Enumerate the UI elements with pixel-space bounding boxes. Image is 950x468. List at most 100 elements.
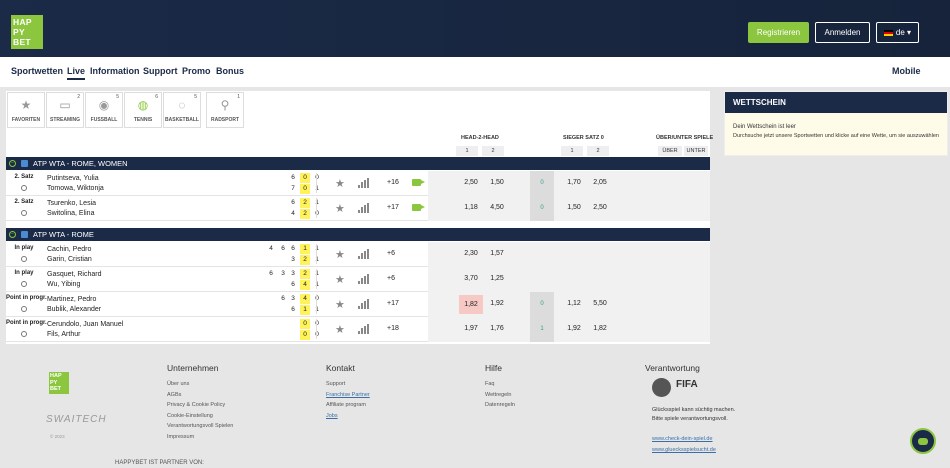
favorite-star-icon[interactable]: ★ bbox=[335, 324, 345, 336]
set-score: 1 bbox=[300, 244, 310, 254]
footer-heading: Unternehmen bbox=[167, 363, 219, 373]
sport-tab-favoriten[interactable]: ★ FAVORITEN bbox=[7, 92, 45, 128]
odd-h2h-1[interactable]: 1,18 bbox=[464, 204, 478, 211]
nav-promo[interactable]: Promo bbox=[182, 66, 211, 76]
footer-link-faq[interactable]: Faq bbox=[485, 381, 495, 387]
nav-sportwetten[interactable]: Sportwetten bbox=[11, 66, 64, 76]
odd-set-1[interactable]: 1,12 bbox=[567, 300, 581, 307]
livestream-icon[interactable] bbox=[412, 179, 425, 186]
odd-draw-marker[interactable]: 0 bbox=[530, 196, 554, 221]
footer-link-agbs[interactable]: AGBs bbox=[167, 391, 182, 398]
nav-information[interactable]: Information bbox=[90, 66, 140, 76]
nav-live[interactable]: Live bbox=[67, 66, 86, 80]
favorite-star-icon[interactable]: ★ bbox=[335, 178, 345, 190]
match-row[interactable]: 2. Satz Putintseva, Yulia Tomowa, Wiktonja… bbox=[6, 171, 710, 196]
more-markets-count[interactable]: +17 bbox=[387, 204, 399, 211]
login-button[interactable]: Anmelden bbox=[815, 22, 870, 43]
nav-mobile[interactable]: Mobile bbox=[892, 66, 921, 76]
match-row[interactable]: Point in progr. Cerundolo, Juan Manuel Fil… bbox=[6, 317, 710, 342]
clock-icon bbox=[21, 256, 27, 262]
statistics-icon[interactable] bbox=[358, 203, 369, 213]
footer-link-jobs[interactable]: Jobs bbox=[326, 412, 338, 419]
register-button[interactable]: Registrieren bbox=[748, 22, 809, 43]
odd-set-2[interactable]: 1,82 bbox=[593, 325, 607, 332]
set-score: 6 bbox=[291, 245, 295, 252]
odd-h2h-2[interactable]: 1,76 bbox=[490, 325, 504, 332]
footer-link-cookie[interactable]: Cookie-Einstellung bbox=[167, 412, 213, 419]
odd-h2h-2[interactable]: 4,50 bbox=[490, 204, 504, 211]
more-markets-count[interactable]: +17 bbox=[387, 300, 399, 307]
odd-h2h-1[interactable]: 3,70 bbox=[464, 275, 478, 282]
sport-tab-streaming[interactable]: 2 ▭ STREAMING bbox=[46, 92, 84, 128]
odd-h2h-2[interactable]: 1,57 bbox=[490, 250, 504, 257]
more-markets-count[interactable]: +16 bbox=[387, 179, 399, 186]
footer-link-ueber-uns[interactable]: Über uns bbox=[167, 381, 190, 387]
odd-set-1[interactable]: 1,70 bbox=[567, 179, 581, 186]
livestream-icon[interactable] bbox=[412, 204, 425, 211]
footer-link-datenregeln[interactable]: Datenregeln bbox=[485, 402, 515, 408]
match-row[interactable]: Point in progr. Martinez, Pedro Bublik, Al… bbox=[6, 292, 710, 317]
statistics-icon[interactable] bbox=[358, 274, 369, 284]
set-score: 1 bbox=[315, 199, 319, 206]
favorite-star-icon[interactable]: ★ bbox=[335, 203, 345, 215]
more-markets-count[interactable]: +18 bbox=[387, 325, 399, 332]
footer-link-affiliate[interactable]: Affiliate program bbox=[326, 402, 366, 408]
odd-h2h-1[interactable]: 2,50 bbox=[464, 179, 478, 186]
set-score bbox=[288, 330, 298, 340]
footer-link-impressum[interactable]: Impressum bbox=[167, 433, 195, 440]
odd-h2h-2[interactable]: 1,25 bbox=[490, 275, 504, 282]
check-dein-spiel-link[interactable]: www.check-dein-spiel.de bbox=[652, 436, 713, 442]
collapse-icon[interactable]: − bbox=[9, 231, 16, 238]
footer-happybet-logo[interactable]: HAP PY BET bbox=[49, 372, 69, 394]
footer-link-privacy[interactable]: Privacy & Cookie Policy bbox=[167, 402, 226, 408]
more-markets-count[interactable]: +6 bbox=[387, 275, 395, 282]
match-row[interactable]: In play Gasquet, Richard Wu, Yibing 6 3 3 2 1 6 4… bbox=[6, 267, 710, 292]
match-row[interactable]: In play Cachin, Pedro Garin, Cristian 4 6 6 1 1… bbox=[6, 242, 710, 267]
match-row[interactable]: 2. Satz Tsurenko, Lesia Switolina, Elina 6 2… bbox=[6, 196, 710, 221]
statistics-icon[interactable] bbox=[358, 178, 369, 188]
chat-bot-button[interactable] bbox=[910, 428, 936, 454]
more-markets-count[interactable]: +6 bbox=[387, 250, 395, 257]
odd-h2h-1[interactable]: 1,82 bbox=[459, 295, 483, 314]
footer-link-wettregeln[interactable]: Wettregeln bbox=[485, 391, 512, 398]
favorite-star-icon[interactable]: ★ bbox=[335, 274, 345, 286]
language-select[interactable]: de ▾ bbox=[876, 22, 919, 43]
statistics-icon[interactable] bbox=[358, 249, 369, 259]
collapse-icon[interactable]: − bbox=[9, 160, 16, 167]
footer-col-hilfe: Hilfe Faq Wettregeln Datenregeln bbox=[485, 363, 515, 411]
statistics-icon[interactable] bbox=[358, 324, 369, 334]
match-status: In play bbox=[14, 245, 34, 251]
odd-h2h-1[interactable]: 2,30 bbox=[464, 250, 478, 257]
odd-draw-marker[interactable]: 0 bbox=[530, 292, 554, 317]
odd-set-2[interactable]: 5,50 bbox=[593, 300, 607, 307]
league-header[interactable]: − ATP WTA - ROME bbox=[6, 228, 710, 241]
footer-link-franchise[interactable]: Franchise Partner bbox=[326, 391, 370, 398]
player-2: Switolina, Elina bbox=[47, 210, 95, 217]
odd-set-2[interactable]: 2,50 bbox=[593, 204, 607, 211]
sport-tab-radsport[interactable]: 1 ⚲ RADSPORT bbox=[206, 92, 244, 128]
odd-h2h-1[interactable]: 1,97 bbox=[464, 325, 478, 332]
odd-h2h-2[interactable]: 1,92 bbox=[490, 300, 504, 307]
nav-support[interactable]: Support bbox=[143, 66, 178, 76]
odd-set-1[interactable]: 1,92 bbox=[567, 325, 581, 332]
set-score: 1 bbox=[315, 306, 319, 313]
odd-h2h-2[interactable]: 1,50 bbox=[490, 179, 504, 186]
league-header[interactable]: − ATP WTA - ROME, WOMEN bbox=[6, 157, 710, 170]
league-title: ATP WTA - ROME bbox=[33, 230, 94, 239]
sport-tab-tennis[interactable]: 6 ◍ TENNIS bbox=[124, 92, 162, 128]
set-score: 1 bbox=[315, 256, 319, 263]
sport-tab-basketball[interactable]: 5 ◌ BASKETBALL bbox=[163, 92, 201, 128]
favorite-star-icon[interactable]: ★ bbox=[335, 299, 345, 311]
odd-draw-marker[interactable]: 1 bbox=[530, 317, 554, 342]
happybet-logo[interactable]: HAP PY BET bbox=[11, 15, 43, 49]
gluecksspielsucht-link[interactable]: www.gluecksspielsucht.de bbox=[652, 447, 716, 453]
sport-tab-fussball[interactable]: 5 ◉ FUSSBALL bbox=[85, 92, 123, 128]
footer-link-support[interactable]: Support bbox=[326, 381, 346, 387]
odd-set-2[interactable]: 2,05 bbox=[593, 179, 607, 186]
odd-draw-marker[interactable]: 0 bbox=[530, 171, 554, 196]
odd-set-1[interactable]: 1,50 bbox=[567, 204, 581, 211]
favorite-star-icon[interactable]: ★ bbox=[335, 249, 345, 261]
footer-link-verantwortung[interactable]: Verantwortungsvoll Spielen bbox=[167, 423, 234, 429]
statistics-icon[interactable] bbox=[358, 299, 369, 309]
nav-bonus[interactable]: Bonus bbox=[216, 66, 244, 76]
